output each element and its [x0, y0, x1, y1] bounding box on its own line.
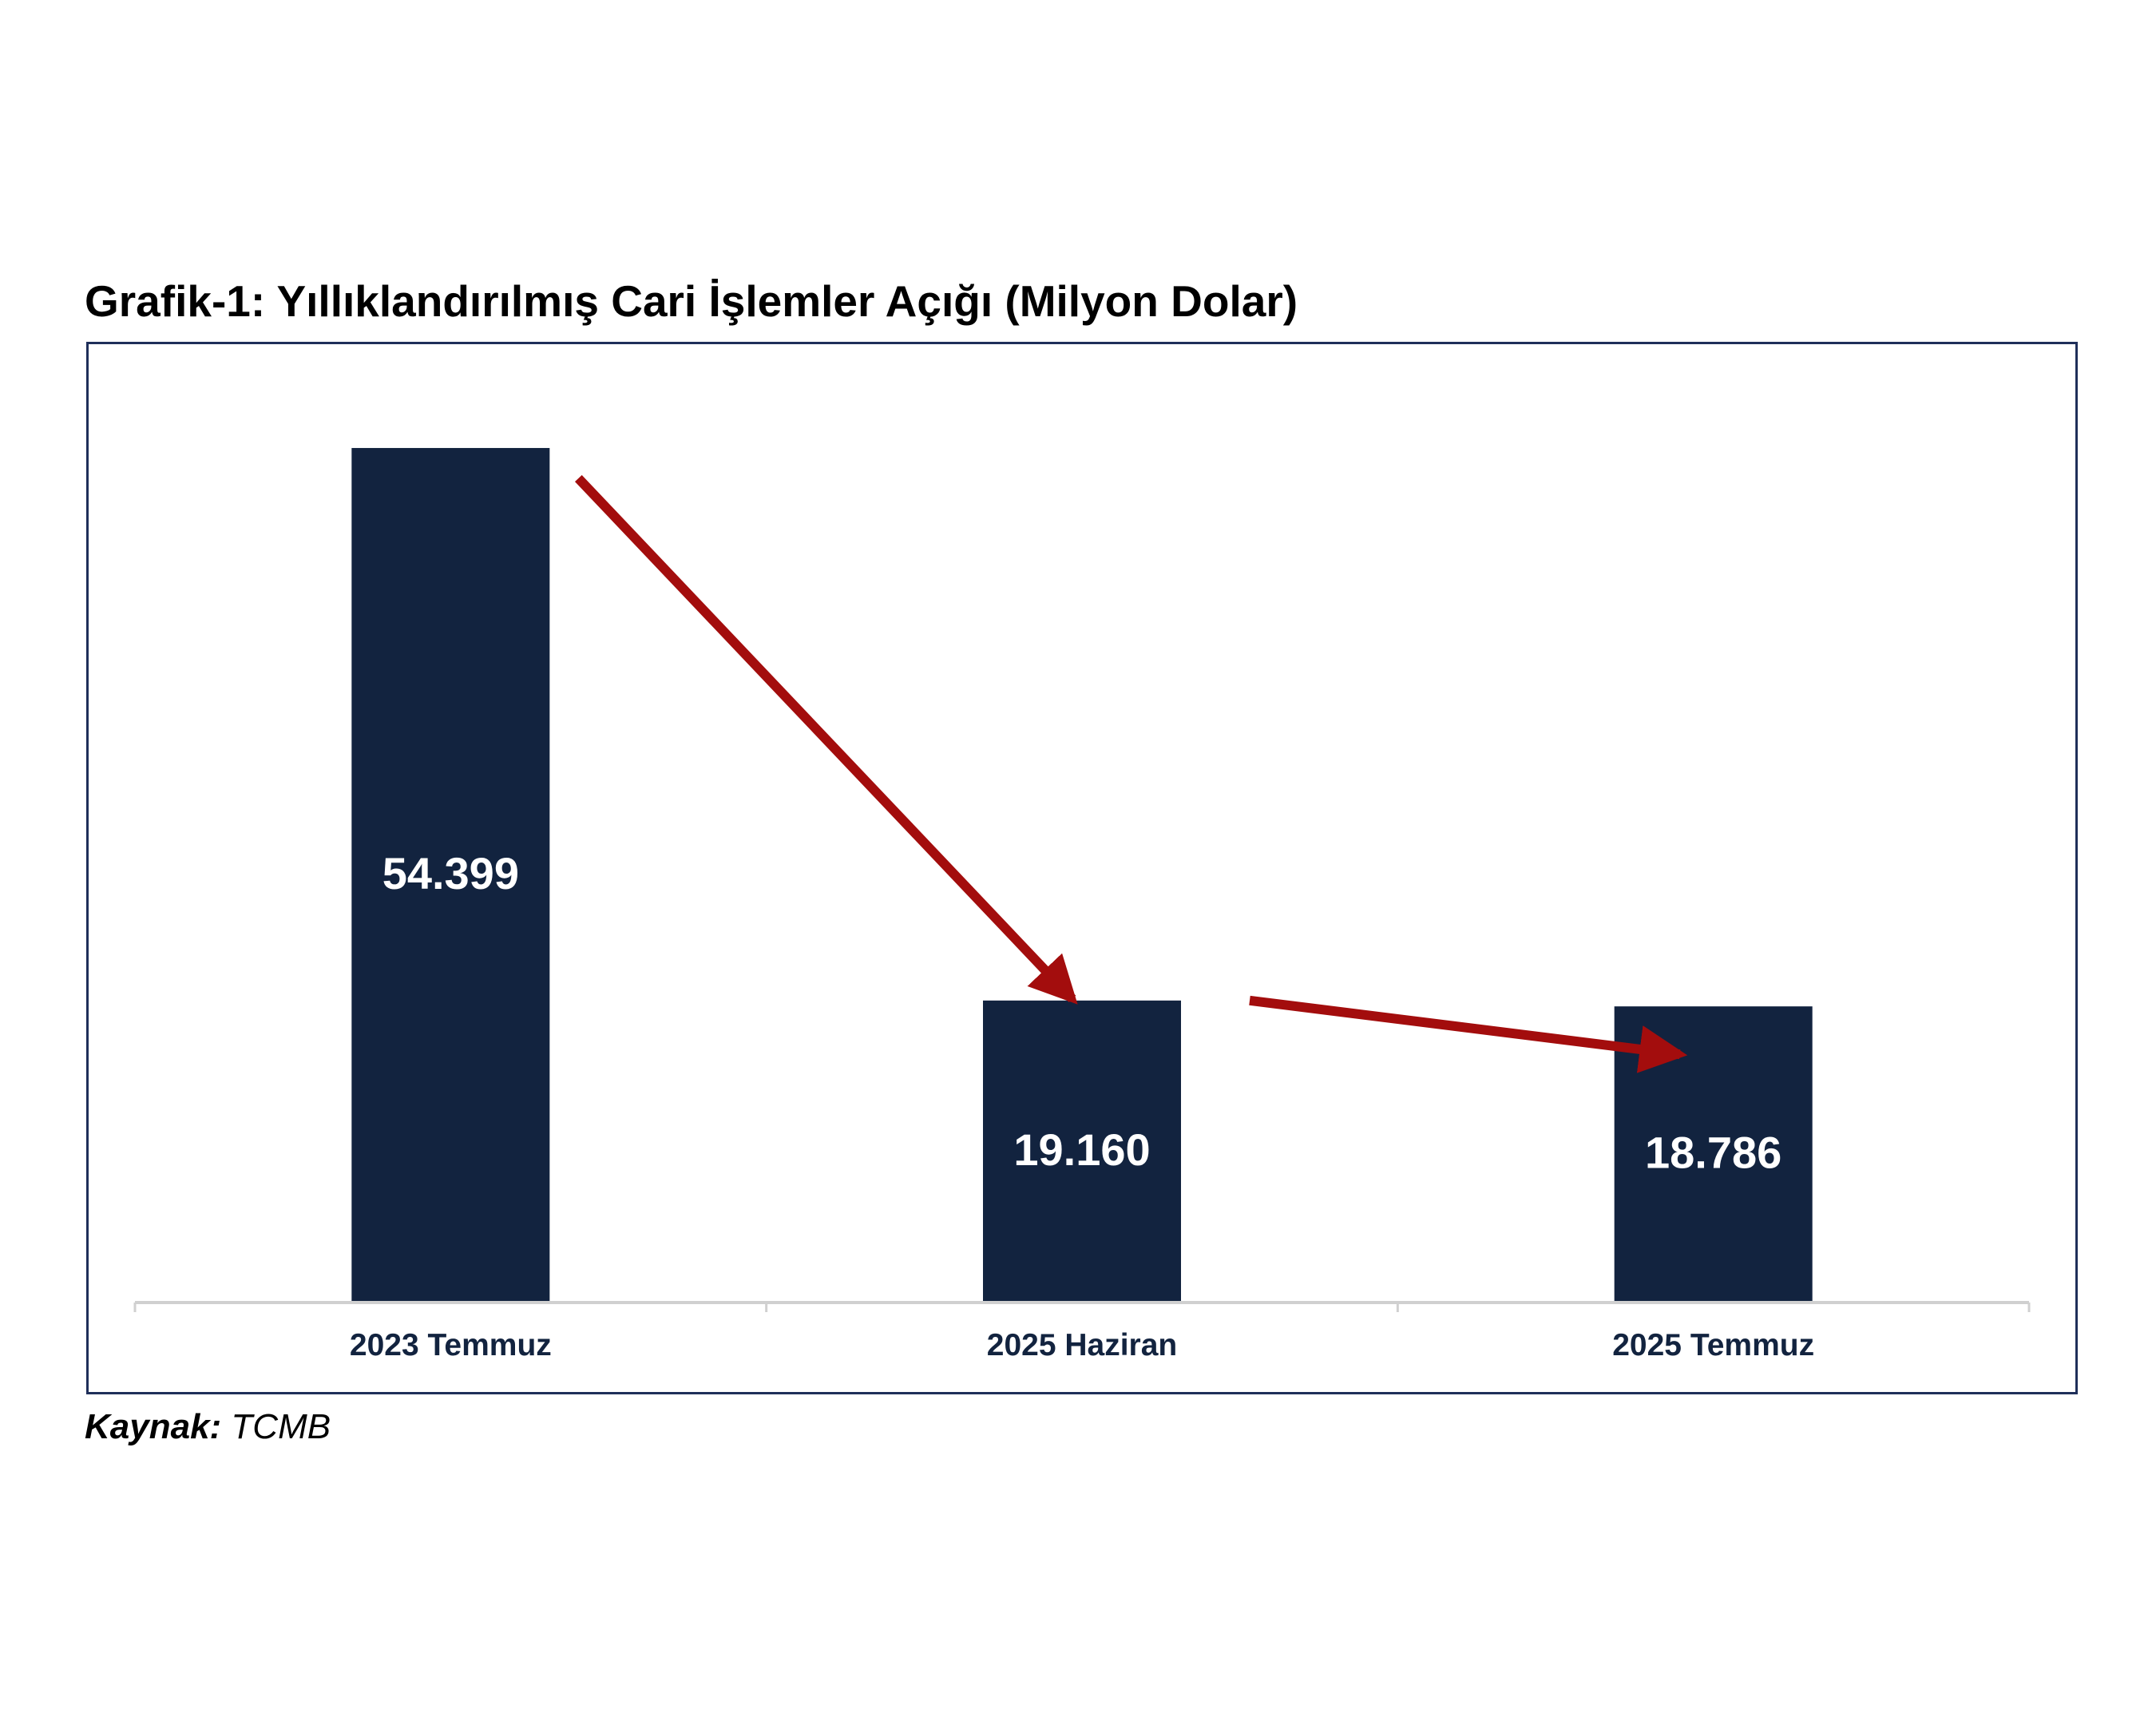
x-tick-label-1: 2023 Temmuz — [350, 1328, 552, 1362]
bar-1 — [351, 447, 550, 1301]
bar-2 — [983, 1000, 1181, 1301]
trend-arrow-1 — [574, 474, 1078, 1005]
chart-title: Grafik-1: Yıllıklandırılmış Cari İşlemle… — [85, 276, 1298, 326]
bar-value-label-1: 54.399 — [382, 848, 519, 898]
trend-arrow-2 — [1249, 995, 1688, 1073]
chart-frame: 54.399 2023 Temmuz 19.160 2025 Haziran 18.78… — [86, 342, 2078, 1394]
x-tick-label-2: 2025 Haziran — [987, 1328, 1177, 1362]
bar-chart: 54.399 2023 Temmuz 19.160 2025 Haziran 18.78… — [133, 447, 2031, 1362]
source-note: Kaynak: TCMB — [85, 1407, 331, 1447]
x-tick-label-3: 2025 Temmuz — [1612, 1328, 1814, 1362]
source-label: Kaynak: — [85, 1407, 222, 1446]
bar-value-label-3: 18.786 — [1645, 1128, 1781, 1178]
source-value: TCMB — [231, 1407, 331, 1446]
bar-value-label-2: 19.160 — [1013, 1124, 1150, 1175]
